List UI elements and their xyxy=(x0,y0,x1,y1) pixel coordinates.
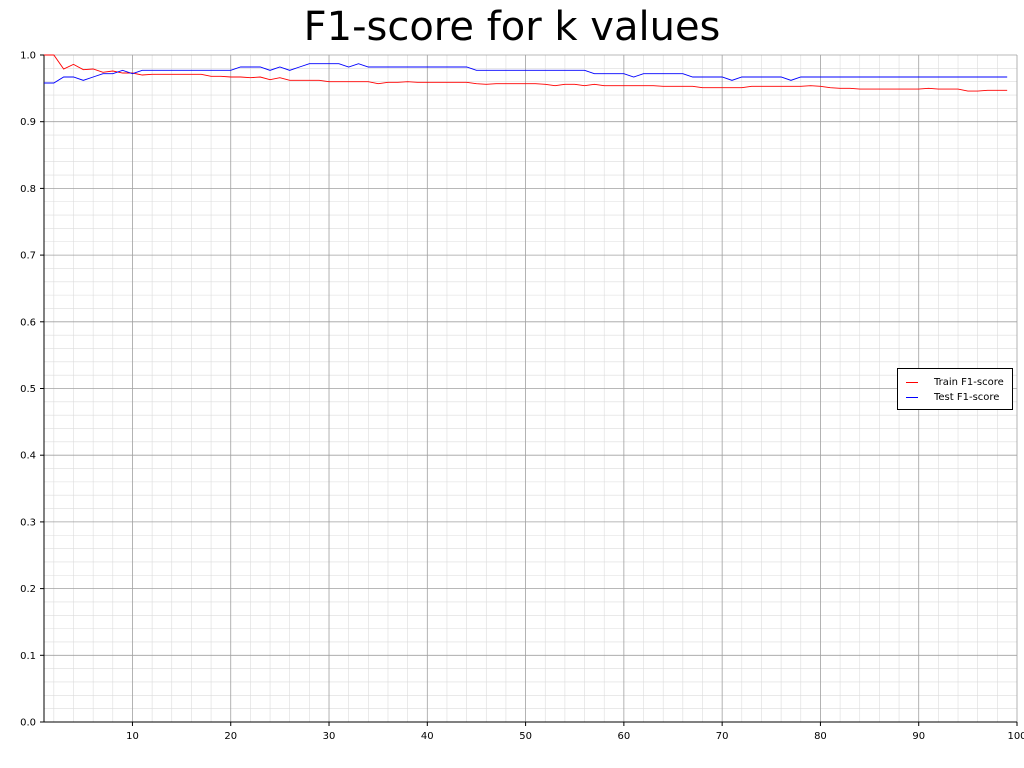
x-axis-ticks: 10 20 30 40 50 60 70 80 90 100 xyxy=(126,722,1024,742)
y-tick-label: 0.7 xyxy=(20,251,36,262)
y-tick-label: 0.2 xyxy=(20,584,36,595)
y-axis-ticks: 0.0 0.1 0.2 0.3 0.4 0.5 0.6 0.7 0.8 0.9 1.0 xyxy=(20,51,44,729)
y-tick-label: 0.3 xyxy=(20,517,36,528)
x-tick-label: 60 xyxy=(618,731,631,742)
train-f1-line xyxy=(44,54,1008,92)
x-tick-label: 10 xyxy=(126,731,139,742)
y-tick-label: 0.6 xyxy=(20,317,36,328)
x-tick-label: 90 xyxy=(912,731,925,742)
legend-item-test: Test F1-score xyxy=(906,390,999,404)
series-lines xyxy=(44,54,1008,92)
major-grid xyxy=(44,54,1018,723)
chart-title: F1-score for k values xyxy=(303,4,721,50)
y-tick-label: 0.5 xyxy=(20,384,36,395)
y-tick-label: 0.8 xyxy=(20,184,36,195)
legend: Train F1-score Test F1-score xyxy=(897,368,1013,410)
legend-item-train: Train F1-score xyxy=(906,375,1004,389)
y-tick-label: 1.0 xyxy=(20,51,36,62)
y-tick-label: 0.1 xyxy=(20,651,36,662)
x-tick-label: 50 xyxy=(519,731,532,742)
legend-label-train: Train F1-score xyxy=(934,376,1004,388)
x-tick-label: 20 xyxy=(224,731,237,742)
x-tick-label: 40 xyxy=(421,731,434,742)
test-f1-line xyxy=(44,63,1008,84)
x-tick-label: 80 xyxy=(814,731,827,742)
y-tick-label: 0.4 xyxy=(20,451,36,462)
x-tick-label: 70 xyxy=(716,731,729,742)
legend-swatch-test xyxy=(906,396,918,398)
y-tick-label: 0.9 xyxy=(20,117,36,128)
y-tick-label: 0.0 xyxy=(20,718,36,729)
x-tick-label: 30 xyxy=(323,731,336,742)
x-tick-label: 100 xyxy=(1007,731,1024,742)
legend-label-test: Test F1-score xyxy=(934,391,1000,403)
legend-swatch-train xyxy=(906,381,918,383)
